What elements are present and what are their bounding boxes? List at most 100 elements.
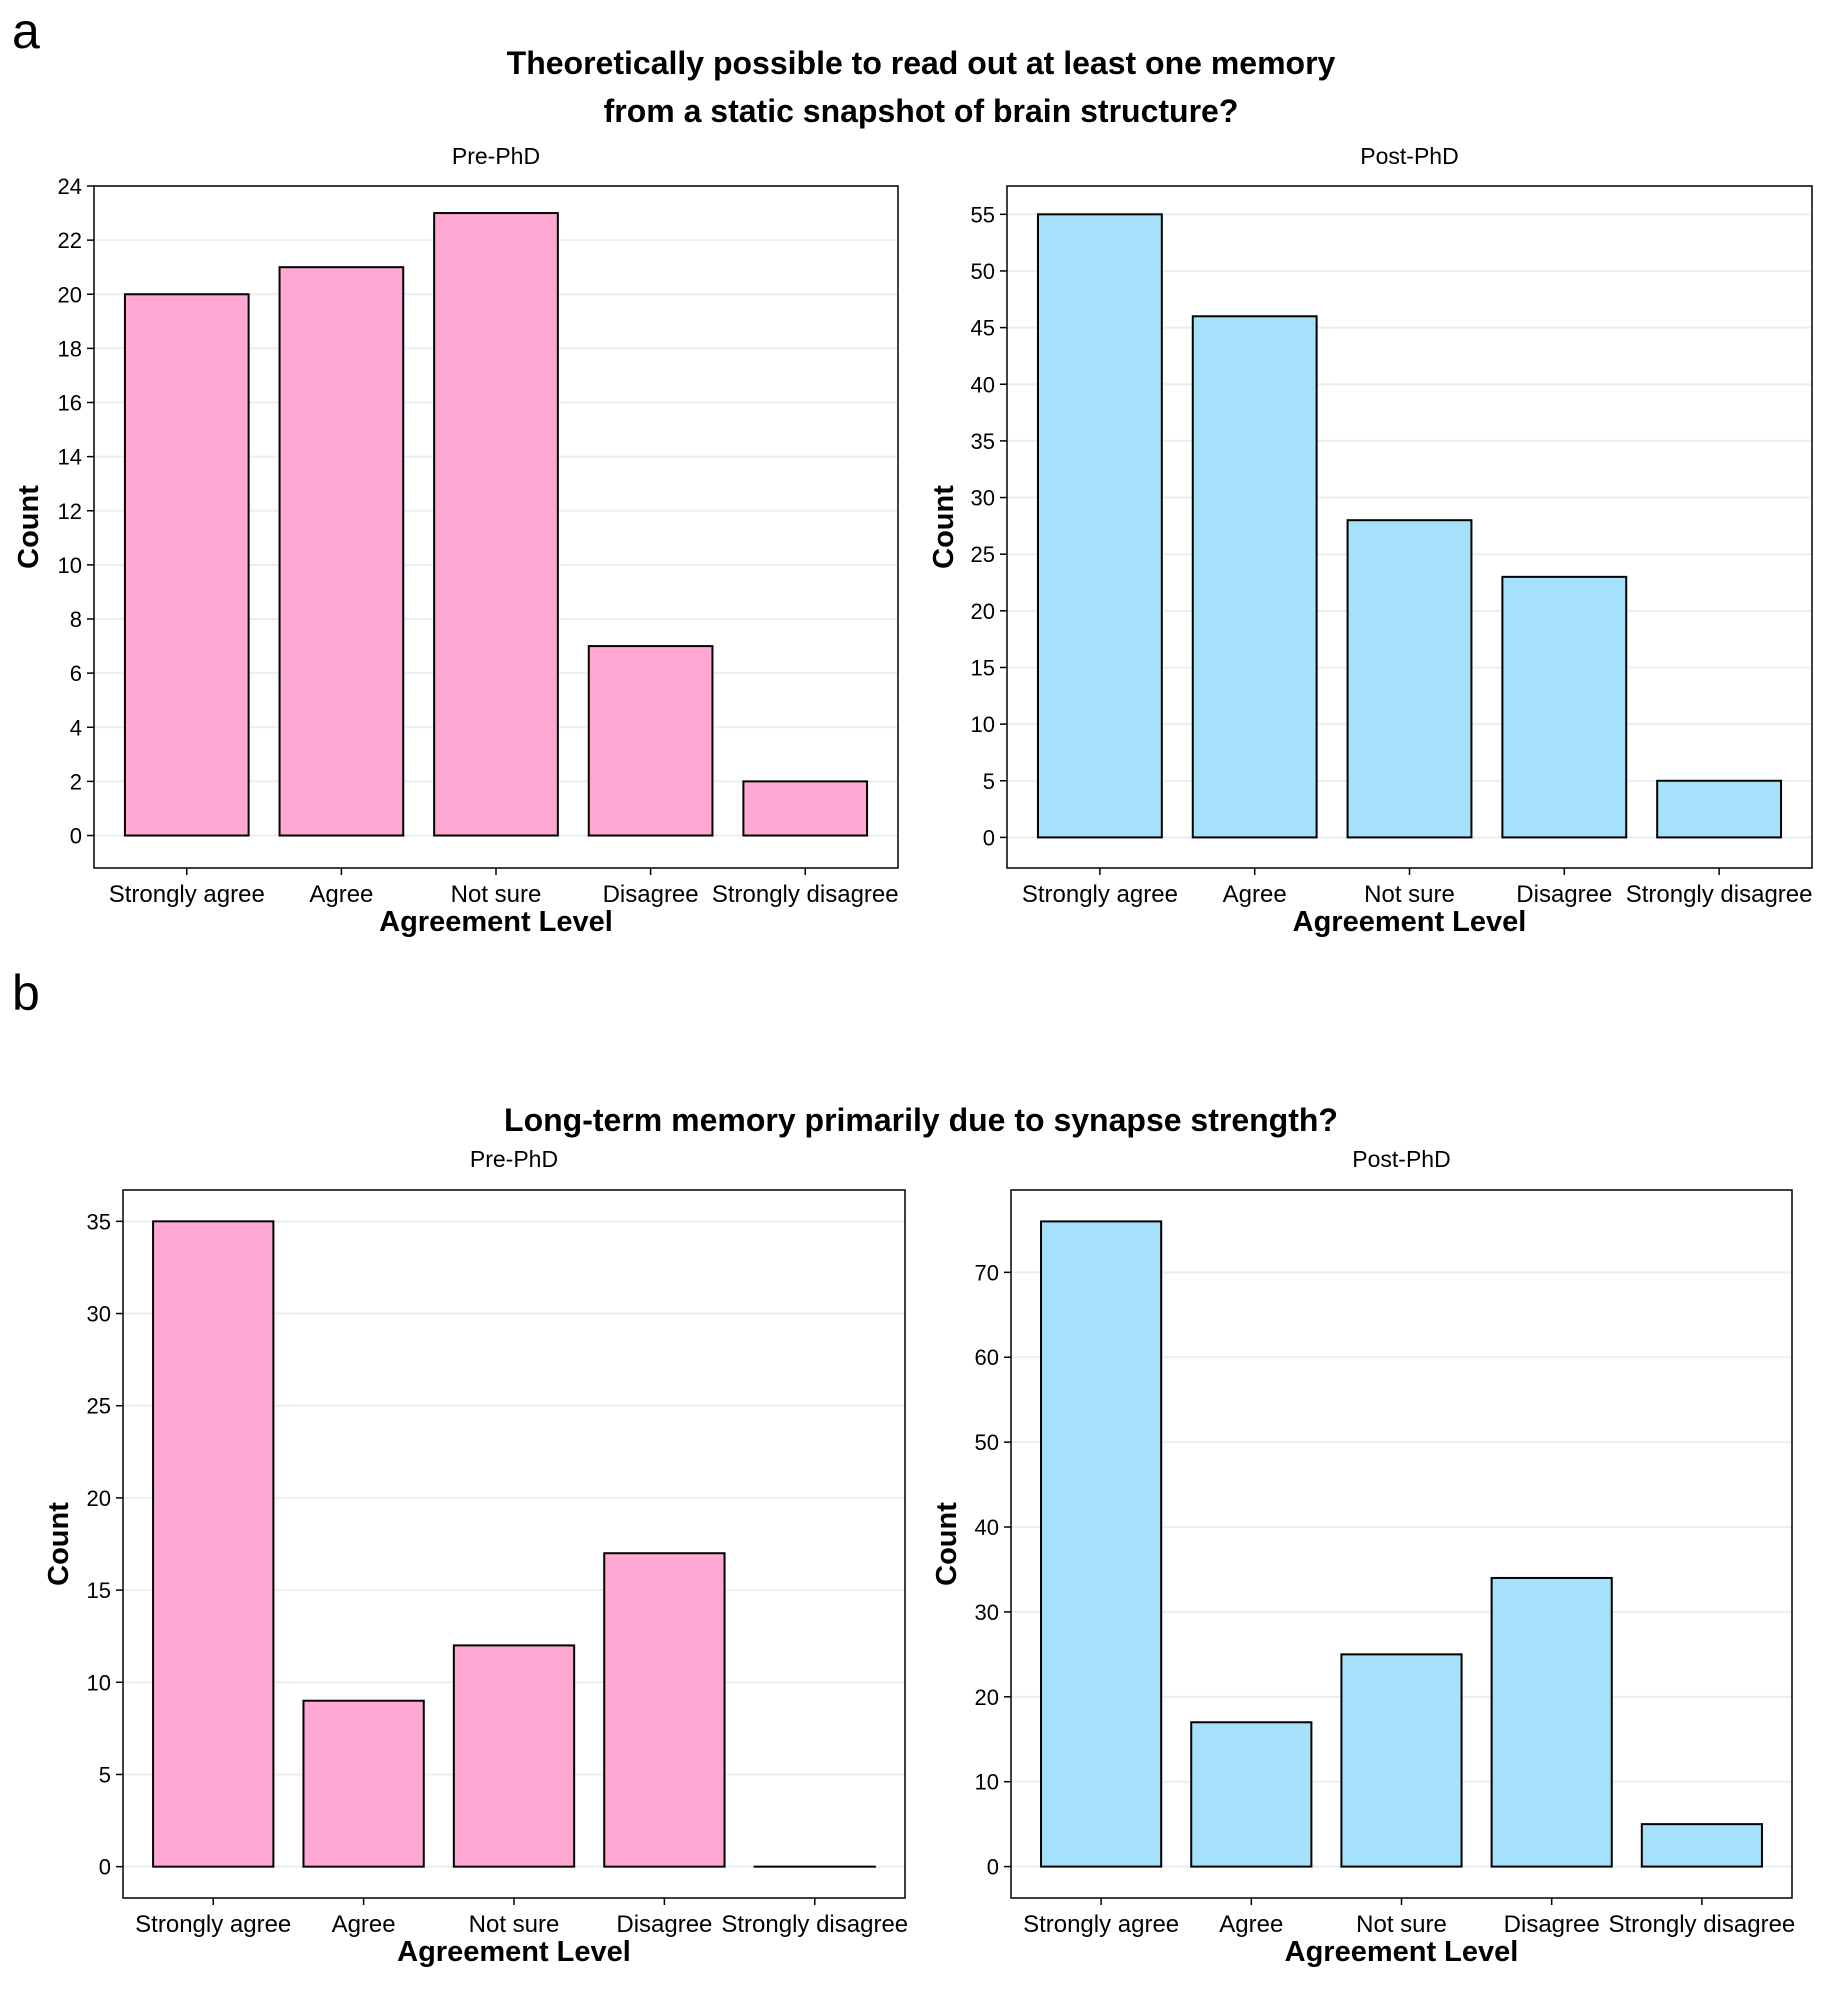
x-tick-label: Agree: [309, 881, 373, 908]
y-tick-label: 15: [87, 1578, 111, 1603]
x-tick-label: Strongly disagree: [721, 1911, 908, 1938]
bar-strongly-agree: [152, 1220, 275, 1868]
x-axis-title: Agreement Level: [397, 1936, 631, 1968]
y-tick-label: 20: [87, 1486, 111, 1511]
y-tick-label: 2: [70, 769, 82, 794]
y-tick-label: 40: [971, 372, 995, 397]
y-tick-label: 5: [99, 1762, 111, 1787]
bar-strongly-disagree: [742, 780, 869, 837]
facet-label: Pre-PhD: [470, 1146, 558, 1172]
x-tick-label: Not sure: [1356, 1911, 1447, 1938]
y-tick-label: 35: [971, 429, 995, 454]
y-tick-label: 20: [58, 282, 82, 307]
x-tick-label: Strongly disagree: [1608, 1911, 1795, 1938]
bar-strongly-disagree: [1656, 779, 1783, 839]
bar-disagree: [1490, 1576, 1613, 1868]
y-tick-label: 25: [971, 542, 995, 567]
y-tick-label: 5: [983, 769, 995, 794]
x-axis-title: Agreement Level: [1285, 1936, 1519, 1968]
bar-agree: [1190, 1721, 1313, 1868]
y-tick-label: 10: [58, 553, 82, 578]
x-tick-label: Disagree: [616, 1911, 712, 1938]
x-tick-label: Disagree: [603, 881, 699, 908]
bar-not-sure: [1346, 519, 1473, 839]
panel-a-title-line-2: from a static snapshot of brain structur…: [604, 93, 1239, 129]
panel-a-title-line-1: Theoretically possible to read out at le…: [507, 45, 1336, 81]
y-tick-label: 30: [975, 1600, 999, 1625]
y-tick-label: 0: [987, 1855, 999, 1880]
facet-label: Pre-PhD: [452, 143, 540, 169]
y-tick-label: 0: [99, 1855, 111, 1880]
y-tick-label: 15: [971, 655, 995, 680]
y-tick-label: 20: [975, 1685, 999, 1710]
x-tick-label: Strongly agree: [1023, 1911, 1179, 1938]
y-tick-label: 25: [87, 1394, 111, 1419]
x-tick-label: Disagree: [1504, 1911, 1600, 1938]
bar-disagree: [1501, 575, 1628, 839]
bar-strongly-agree: [123, 293, 250, 837]
y-tick-label: 30: [971, 486, 995, 511]
bar-disagree: [603, 1552, 726, 1868]
chart-a-post-phd: Post-PhD 0 5 10 15 20 25 30 35 40 45 50 55 Strongly a…: [928, 143, 1813, 938]
x-tick-label: Not sure: [1364, 881, 1455, 908]
y-tick-label: 4: [70, 715, 82, 740]
panel-label-a: a: [12, 3, 40, 59]
y-tick-label: 30: [87, 1302, 111, 1327]
y-tick-label: 50: [971, 259, 995, 284]
y-tick-label: 24: [58, 174, 82, 199]
x-tick-label: Agree: [1223, 881, 1287, 908]
x-tick-label: Agree: [1219, 1911, 1283, 1938]
y-tick-label: 8: [70, 607, 82, 632]
bar-strongly-agree: [1040, 1220, 1163, 1868]
x-tick-label: Not sure: [469, 1911, 560, 1938]
panel-b-title: Long-term memory primarily due to synaps…: [504, 1102, 1338, 1138]
bar-not-sure: [452, 1644, 576, 1868]
x-tick-label: Strongly agree: [109, 881, 265, 908]
y-axis-title: Count: [928, 485, 960, 569]
bar-agree: [1191, 315, 1318, 839]
y-tick-label: 35: [87, 1209, 111, 1234]
y-tick-label: 16: [58, 391, 82, 416]
x-tick-label: Disagree: [1516, 881, 1612, 908]
bar-strongly-agree: [1036, 213, 1163, 839]
y-tick-label: 12: [58, 499, 82, 524]
x-tick-label: Strongly agree: [135, 1911, 291, 1938]
y-tick-label: 0: [70, 824, 82, 849]
bar-agree: [302, 1699, 425, 1868]
y-tick-label: 0: [983, 825, 995, 850]
y-tick-label: 14: [58, 445, 82, 470]
bar-disagree: [587, 645, 714, 837]
y-axis-title: Count: [13, 485, 45, 569]
bar-agree: [278, 266, 405, 837]
y-tick-label: 45: [971, 316, 995, 341]
y-tick-label: 55: [971, 202, 995, 227]
y-tick-label: 20: [971, 599, 995, 624]
y-tick-label: 60: [975, 1345, 999, 1370]
y-tick-label: 10: [971, 712, 995, 737]
x-tick-label: Agree: [332, 1911, 396, 1938]
x-axis-title: Agreement Level: [379, 906, 613, 938]
facet-label: Post-PhD: [1360, 143, 1458, 169]
y-tick-label: 70: [975, 1260, 999, 1285]
x-tick-label: Strongly disagree: [712, 881, 899, 908]
x-tick-label: Strongly agree: [1022, 881, 1178, 908]
facet-label: Post-PhD: [1352, 1146, 1450, 1172]
chart-b-post-phd: Post-PhD 0 10 20 30 40 50 60 70 Strongly agree Agr…: [931, 1146, 1795, 1968]
chart-b-pre-phd: Pre-PhD 0 5 10 15 20 25 30 35 Strongly agree Agree…: [43, 1146, 908, 1968]
y-tick-label: 18: [58, 336, 82, 361]
bar-not-sure: [433, 212, 559, 837]
x-tick-label: Strongly disagree: [1626, 881, 1813, 908]
bar-strongly-disagree: [1640, 1823, 1763, 1868]
panel-label-b: b: [12, 965, 40, 1021]
y-tick-label: 6: [70, 661, 82, 686]
y-axis-title: Count: [931, 1502, 963, 1586]
bar-not-sure: [1340, 1653, 1463, 1868]
y-tick-label: 40: [975, 1515, 999, 1540]
y-tick-label: 10: [87, 1670, 111, 1695]
y-tick-label: 22: [58, 228, 82, 253]
x-tick-label: Not sure: [451, 881, 542, 908]
y-axis-title: Count: [43, 1502, 75, 1586]
